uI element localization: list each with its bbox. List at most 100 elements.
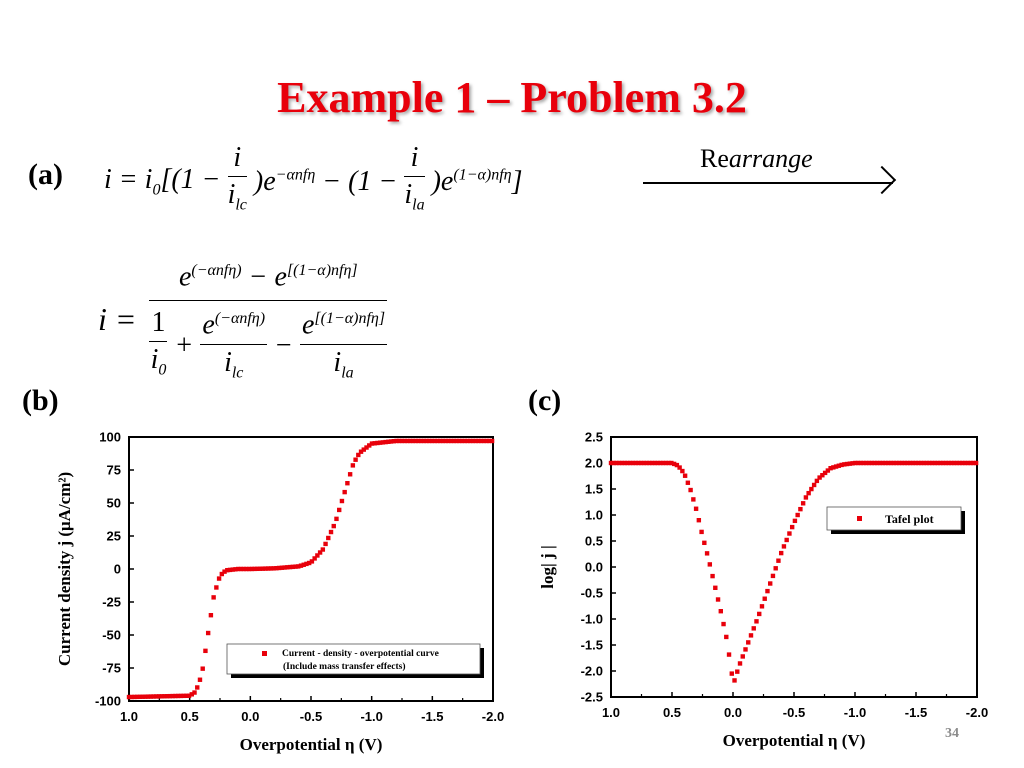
data-point (481, 438, 487, 444)
data-point (817, 475, 822, 480)
data-point (448, 438, 454, 444)
data-point (916, 460, 921, 466)
data-point (680, 468, 685, 474)
data-point (326, 535, 331, 541)
y-tick-label: 2.0 (585, 456, 603, 471)
data-point (459, 438, 465, 444)
data-point (227, 567, 233, 573)
data-point (410, 438, 416, 444)
data-point (617, 460, 622, 466)
data-point (938, 460, 943, 466)
data-point (304, 561, 309, 567)
data-point (781, 544, 787, 549)
data-point (323, 541, 328, 547)
data-point (787, 531, 792, 536)
data-point (973, 460, 979, 466)
data-point (178, 693, 184, 699)
x-tick-label: -1.5 (421, 709, 443, 724)
data-point (770, 573, 776, 579)
data-point (214, 585, 219, 590)
data-point (271, 566, 276, 571)
y-tick-label: 25 (107, 529, 121, 544)
data-point (347, 472, 353, 477)
data-point (407, 438, 413, 444)
data-point (134, 694, 140, 700)
data-point (260, 566, 265, 571)
data-point (614, 460, 619, 466)
x-tick-label: -1.5 (905, 705, 927, 720)
data-point (696, 518, 702, 523)
data-point (625, 460, 630, 466)
data-point (465, 438, 470, 444)
data-point (129, 694, 134, 700)
data-point (457, 438, 462, 444)
data-point (633, 460, 638, 466)
label-c: (c) (528, 384, 562, 417)
data-point (427, 438, 432, 444)
data-point (315, 553, 320, 558)
data-point (773, 566, 778, 571)
y-axis-label: log| j | (538, 545, 557, 588)
data-point (132, 694, 137, 700)
data-point (699, 529, 704, 535)
data-point (383, 439, 388, 445)
data-point (905, 460, 910, 466)
data-point (921, 460, 927, 466)
data-point (397, 438, 402, 444)
data-point (320, 547, 326, 552)
data-point (965, 460, 971, 466)
data-point (252, 566, 257, 572)
data-point (421, 438, 427, 444)
data-point (435, 438, 440, 444)
y-tick-label: -25 (102, 595, 121, 610)
data-point (691, 497, 696, 502)
y-tick-label: 2.5 (585, 430, 603, 445)
data-point (644, 460, 649, 466)
data-point (820, 473, 825, 478)
data-point (784, 537, 789, 543)
y-tick-label: 100 (99, 430, 121, 445)
x-tick-label: -0.5 (783, 705, 805, 720)
data-point (484, 438, 489, 444)
y-tick-label: -75 (102, 661, 121, 676)
y-axis-label: Current density j (μA/cm²) (55, 472, 74, 666)
data-point (811, 482, 817, 488)
data-point (757, 611, 762, 617)
data-point (159, 694, 164, 699)
data-point (902, 460, 907, 466)
data-point (800, 501, 806, 506)
data-point (266, 566, 271, 571)
data-point (356, 452, 361, 458)
arrow-shaft (643, 182, 893, 184)
x-tick-label: -1.0 (844, 705, 866, 720)
data-point (432, 438, 437, 444)
data-point (866, 460, 872, 466)
legend-marker (262, 651, 267, 656)
data-point (470, 438, 476, 444)
data-point (740, 654, 745, 659)
data-point (184, 693, 189, 698)
rearrange-label: Rearrange (700, 144, 813, 173)
data-point (238, 566, 244, 572)
data-point (462, 438, 467, 444)
data-point (451, 438, 457, 444)
data-point (768, 581, 773, 586)
data-point (814, 478, 820, 484)
data-point (754, 619, 759, 624)
data-point (255, 566, 260, 572)
data-point (729, 671, 734, 676)
y-tick-label: -1.0 (581, 612, 603, 627)
data-point (399, 438, 405, 444)
data-point (940, 460, 946, 466)
data-point (361, 447, 366, 452)
data-point (795, 512, 800, 518)
data-point (257, 566, 263, 571)
data-point (622, 460, 627, 466)
y-tick-label: 1.0 (585, 508, 603, 523)
x-tick-label: -0.5 (300, 709, 322, 724)
equation-rearranged: i = e(−αnfη) − e[(1−α)nfη] 1 i0 + e(−αnfη… (98, 248, 388, 391)
data-point (962, 460, 968, 466)
data-point (317, 550, 323, 555)
data-point (682, 473, 688, 478)
